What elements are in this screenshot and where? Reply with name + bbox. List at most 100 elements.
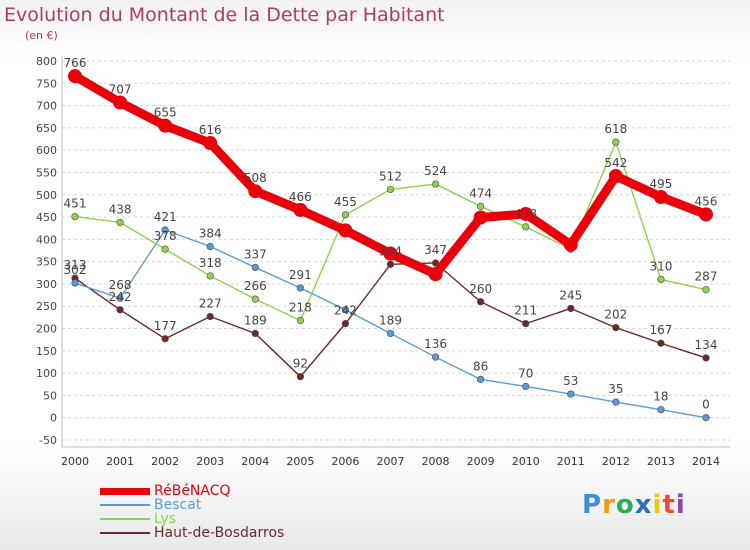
chart-title: Evolution du Montant de la Dette par Hab… (4, 4, 445, 26)
x-tick-label: 2003 (196, 455, 224, 468)
data-point (567, 390, 575, 398)
data-label: 0 (702, 398, 710, 412)
data-point (431, 180, 440, 188)
data-point (431, 353, 440, 361)
data-point (161, 335, 169, 343)
data-point (251, 329, 259, 338)
data-label: 455 (334, 195, 357, 209)
data-point (653, 189, 668, 204)
data-point (702, 354, 710, 362)
data-point (296, 316, 304, 325)
data-label: 421 (154, 210, 177, 224)
logo-letter: i (652, 490, 663, 520)
x-tick-label: 2000 (61, 455, 89, 468)
data-label: 542 (604, 156, 627, 170)
data-label: 707 (109, 82, 132, 96)
x-tick-label: 2006 (331, 455, 359, 468)
x-tick-label: 2007 (377, 455, 405, 468)
data-point (477, 375, 485, 383)
data-point (203, 136, 218, 151)
data-point (386, 329, 395, 338)
data-label: 655 (154, 106, 177, 120)
data-label: 227 (199, 296, 222, 310)
x-tick-label: 2013 (647, 455, 675, 468)
legend-swatch-bescat (100, 504, 150, 506)
data-point (251, 295, 259, 303)
data-point (248, 184, 263, 199)
x-tick-label: 2001 (106, 455, 134, 468)
data-label: 136 (424, 337, 447, 351)
logo-letter: o (615, 490, 635, 520)
data-label: 616 (199, 123, 222, 137)
legend-item-0: RéBéNACQ (100, 483, 284, 499)
legend-item-2: Lys (100, 511, 284, 527)
data-point (657, 406, 665, 414)
y-tick-label: 400 (36, 233, 57, 246)
legend-label-haut-de-bosdarros: Haut-de-Bosdarros (154, 525, 285, 541)
data-label: 134 (695, 338, 718, 352)
logo-letter: t (662, 490, 676, 520)
legend-swatch-lys (100, 518, 150, 520)
data-label: 35 (608, 382, 623, 396)
legend-item-1: Bescat (100, 497, 284, 513)
logo-letter: P (582, 490, 603, 520)
legend-item-3: Haut-de-Bosdarros (100, 525, 285, 541)
x-tick-label: 2005 (286, 455, 314, 468)
data-point (657, 275, 665, 284)
data-point (113, 95, 128, 110)
data-label: 451 (64, 197, 87, 211)
x-tick-label: 2009 (467, 455, 495, 468)
data-point (612, 398, 620, 406)
data-point (296, 284, 304, 292)
data-label: 86 (473, 359, 488, 373)
data-point (702, 286, 710, 294)
y-tick-label: 50 (43, 389, 57, 402)
data-point (296, 373, 304, 381)
data-point (206, 272, 214, 280)
data-label: 260 (469, 282, 492, 296)
data-label: 618 (604, 122, 627, 136)
x-tick-label: 2002 (151, 455, 179, 468)
data-label: 456 (695, 194, 718, 208)
data-point (341, 320, 350, 328)
x-tick-label: 2011 (557, 455, 585, 468)
y-tick-label: -50 (39, 434, 57, 447)
y-tick-label: 250 (36, 300, 57, 313)
data-label: 508 (244, 171, 267, 185)
data-label: 347 (424, 243, 447, 257)
data-label: 524 (424, 164, 447, 178)
data-point (251, 263, 259, 272)
legend: RéBéNACQ Bescat Lys Haut-de-Bosdarros (100, 483, 285, 541)
y-tick-label: 750 (36, 77, 57, 90)
legend-swatch-haut-de-bosdarros (100, 532, 150, 534)
proxiti-logo: Proxiti (582, 490, 686, 520)
data-point (338, 223, 353, 238)
data-label: 302 (64, 263, 87, 277)
data-label: 189 (244, 313, 267, 327)
data-label: 378 (154, 229, 177, 243)
data-label: 313 (64, 258, 87, 272)
data-point (522, 382, 530, 391)
data-point (383, 246, 398, 261)
logo-letter: i (675, 490, 686, 520)
data-point (293, 202, 308, 217)
data-label: 53 (563, 374, 578, 388)
data-label: 428 (514, 207, 537, 221)
y-tick-label: 0 (50, 412, 57, 425)
data-point (206, 242, 214, 251)
data-label: 218 (289, 301, 312, 315)
y-tick-label: 350 (36, 256, 57, 269)
chart-subtitle: (en €) (25, 29, 58, 42)
data-label: 766 (64, 56, 87, 70)
data-point (116, 294, 124, 302)
data-point (341, 211, 350, 219)
y-tick-label: 650 (36, 122, 57, 135)
data-point (161, 226, 169, 234)
data-point (386, 185, 395, 194)
legend-label-bescat: Bescat (154, 497, 202, 513)
y-tick-label: 200 (36, 323, 57, 336)
data-label: 287 (695, 270, 718, 284)
data-point (657, 339, 665, 347)
legend-swatch-rebenacq (100, 487, 150, 495)
